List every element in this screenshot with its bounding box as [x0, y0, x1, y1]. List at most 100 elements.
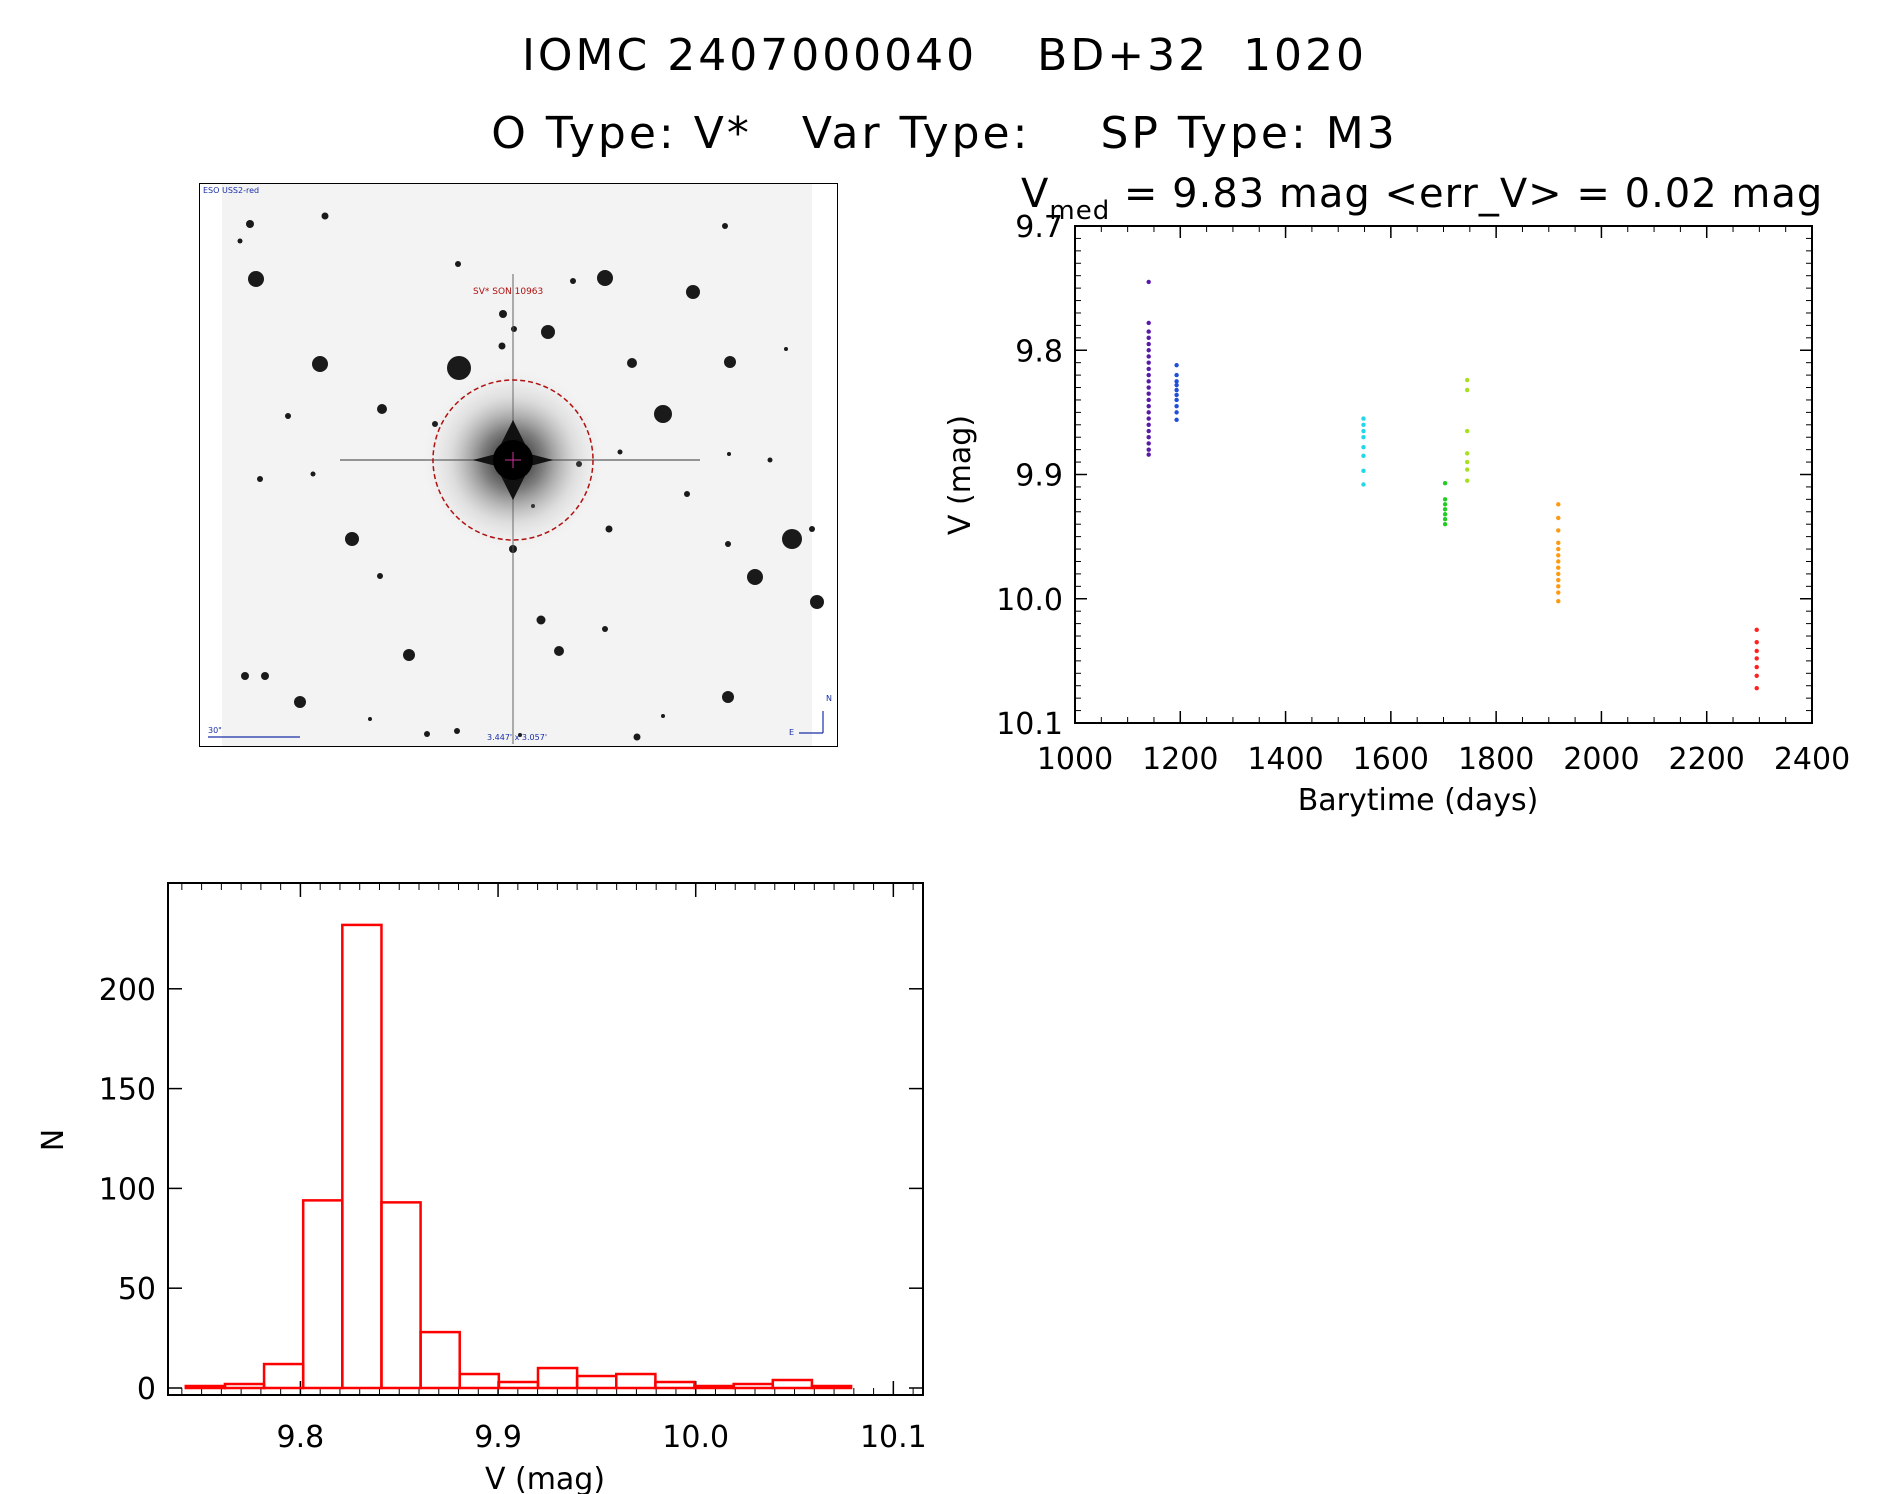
- lc-point: [1146, 320, 1151, 326]
- hist-ytick-label: 0: [137, 1372, 156, 1407]
- lc-point: [1361, 416, 1366, 421]
- lc-point: [1361, 482, 1366, 487]
- lc-xtick-label: 1800: [1458, 742, 1534, 777]
- hist-bar: [693, 1384, 735, 1390]
- lc-point: [1146, 403, 1151, 409]
- lc-point: [1146, 360, 1151, 365]
- sky-image-svg: ESO USS2-red SV* SON 10963 30" 3.447' x …: [200, 184, 837, 746]
- iomc-id: IOMC 2407000040: [521, 30, 978, 81]
- lc-point: [1556, 559, 1561, 564]
- lc-point: [1146, 354, 1151, 359]
- hist-bar: [262, 1362, 305, 1390]
- bd-id: BD+32 1020: [1037, 30, 1368, 81]
- lc-point: [1464, 478, 1470, 483]
- lc-point: [1754, 627, 1759, 633]
- lc-point: [1174, 379, 1179, 384]
- hist-ytick-label: 50: [118, 1272, 156, 1307]
- lc-point: [1146, 391, 1151, 396]
- lc-xtick-label: 2000: [1563, 742, 1639, 777]
- compass: N E: [789, 694, 832, 737]
- lc-point: [1146, 379, 1151, 384]
- lc-point: [1361, 444, 1366, 450]
- lc-point: [1146, 410, 1151, 415]
- lc-point: [1556, 565, 1561, 570]
- lc-point: [1361, 435, 1366, 440]
- lc-point: [1442, 502, 1448, 507]
- lc-point: [1174, 397, 1179, 403]
- chart-title-line1: IOMC 2407000040 BD+32 1020: [0, 30, 1889, 81]
- light-curve-title-sub: med: [1049, 196, 1110, 226]
- lc-xtick-label: 1400: [1247, 742, 1323, 777]
- lc-point: [1464, 459, 1470, 465]
- light-curve-title: Vmed = 9.83 mag <err_V> = 0.02 mag: [1021, 171, 1823, 226]
- histogram-chart: 9.8 9.9 10.0 10.1 0 50 100 150 200 V (mag) N: [36, 882, 927, 1494]
- lc-point: [1174, 403, 1179, 409]
- lc-point: [1146, 447, 1151, 452]
- lc-point: [1361, 468, 1366, 473]
- lc-point: [1754, 673, 1759, 678]
- lc-point: [1146, 329, 1151, 334]
- lc-point: [1174, 410, 1179, 415]
- lc-xtick-label: 2400: [1774, 742, 1850, 777]
- hist-bar: [615, 1372, 657, 1390]
- sp-type: SP Type: M3: [1100, 108, 1398, 159]
- light-curve-frame: [1074, 225, 1813, 724]
- lc-point: [1754, 640, 1759, 645]
- lc-point: [1556, 577, 1561, 583]
- light-curve-title-v: V: [1021, 171, 1049, 217]
- lc-xtick-label: 1200: [1142, 742, 1218, 777]
- lc-point: [1146, 335, 1151, 341]
- lc-point: [1556, 528, 1561, 533]
- lc-ytick-label: 9.7: [1015, 210, 1063, 245]
- hist-bar: [810, 1384, 853, 1390]
- lc-point: [1464, 451, 1470, 456]
- hist-bar: [771, 1378, 814, 1390]
- light-curve-title-rest: = 9.83 mag <err_V> = 0.02 mag: [1110, 171, 1823, 217]
- hist-bar: [654, 1380, 696, 1390]
- lc-point: [1174, 417, 1179, 423]
- lc-point: [1754, 648, 1759, 654]
- lc-point: [1146, 435, 1151, 440]
- lc-point: [1442, 517, 1448, 522]
- lc-point: [1556, 553, 1561, 558]
- hist-bar: [223, 1382, 266, 1390]
- survey-label: ESO USS2-red: [203, 186, 259, 195]
- size-label: 3.447' x 3.057': [487, 733, 547, 742]
- lc-ytick-label: 10.1: [996, 707, 1063, 742]
- object-label: SV* SON 10963: [473, 287, 543, 297]
- lc-ytick-label: 9.9: [1015, 459, 1063, 494]
- lc-point: [1146, 372, 1151, 378]
- lc-point: [1442, 512, 1448, 517]
- lc-point: [1464, 428, 1470, 434]
- compass-e-label: E: [789, 728, 794, 737]
- lc-point: [1146, 422, 1151, 427]
- hist-ytick-label: 100: [99, 1172, 156, 1207]
- lc-point: [1442, 507, 1448, 512]
- hist-ytick-label: 150: [99, 1073, 156, 1108]
- lc-point: [1174, 392, 1179, 398]
- light-curve-xlabel: Barytime (days): [1298, 783, 1539, 818]
- lc-point: [1556, 515, 1561, 521]
- lc-point: [1556, 571, 1561, 577]
- lc-point: [1146, 428, 1151, 434]
- lc-point: [1464, 377, 1470, 383]
- lc-point: [1146, 452, 1151, 457]
- lc-point: [1361, 428, 1366, 434]
- lc-point: [1146, 385, 1151, 390]
- lc-point: [1442, 480, 1448, 486]
- hist-bar: [732, 1382, 775, 1390]
- lc-point: [1754, 686, 1759, 691]
- lc-point: [1146, 441, 1151, 446]
- lc-point: [1146, 341, 1151, 347]
- lc-ytick-label: 9.8: [1015, 334, 1063, 369]
- hist-bar: [458, 1372, 501, 1390]
- histogram-frame: [167, 882, 924, 1396]
- histogram-ylabel: N: [36, 1129, 71, 1151]
- lc-point: [1556, 502, 1561, 507]
- lc-point: [1556, 590, 1561, 595]
- lc-point: [1174, 362, 1179, 368]
- hist-xtick-label: 10.1: [860, 1420, 927, 1455]
- lc-point: [1442, 497, 1448, 502]
- lc-point: [1146, 366, 1151, 372]
